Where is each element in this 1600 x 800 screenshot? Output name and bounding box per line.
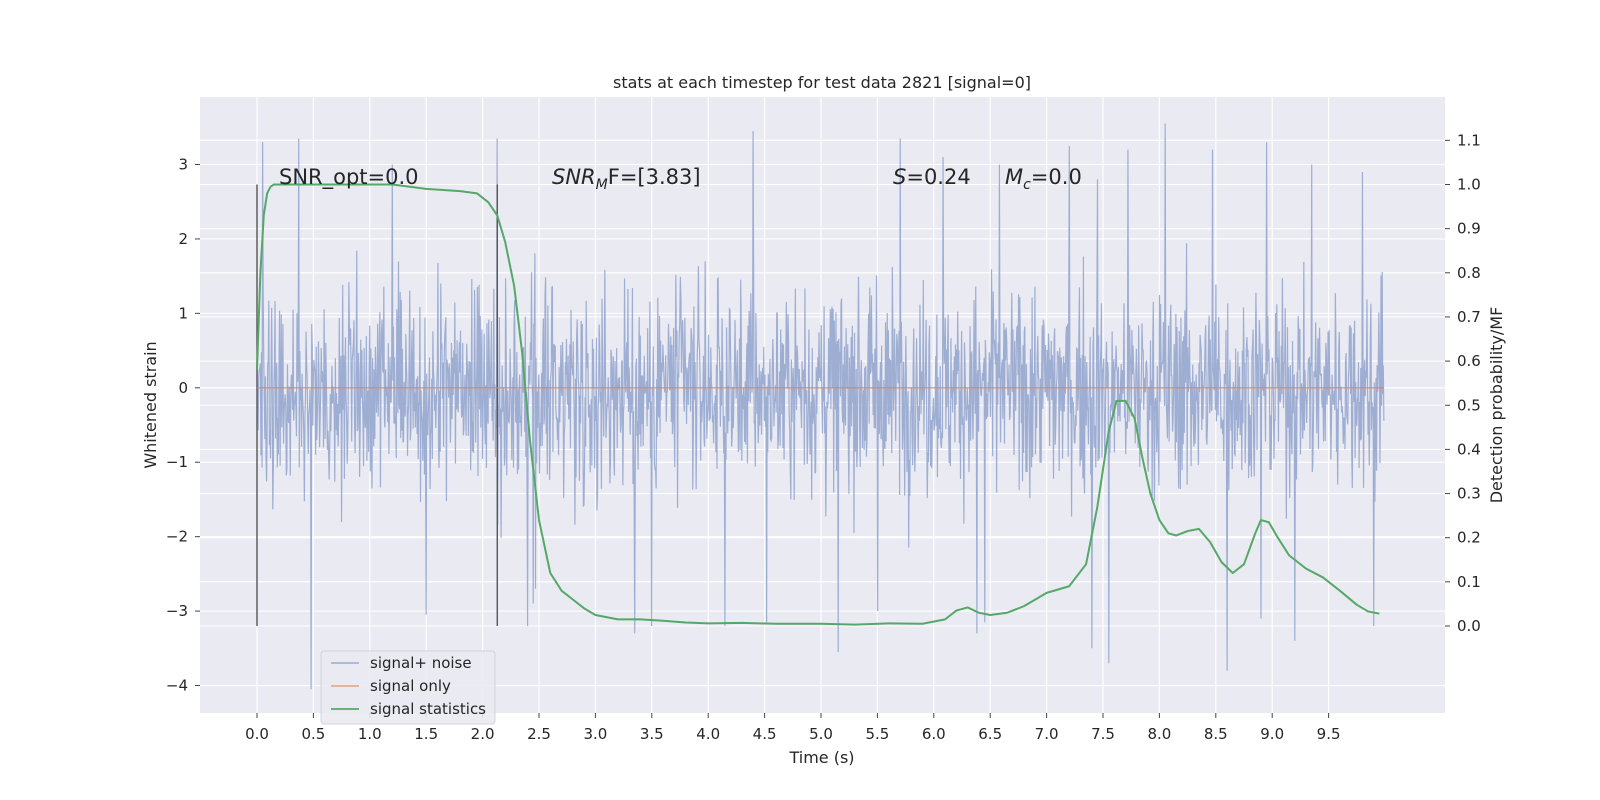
legend-label-signal-only: signal only xyxy=(370,677,451,695)
x-tick-label: 9.0 xyxy=(1260,725,1284,743)
x-tick-label: 5.0 xyxy=(809,725,833,743)
x-tick-labels: 0.0 0.5 1.0 1.5 2.0 2.5 3.0 3.5 4.0 4.5 5.0 5.5 6.0 6… xyxy=(245,713,1341,743)
annotation-snr-opt: SNR_opt=0.0 xyxy=(279,165,419,190)
y-tick-label: −1 xyxy=(166,453,188,471)
y-right-tick-label: 1.1 xyxy=(1457,131,1481,149)
x-tick-label: 2.5 xyxy=(527,725,551,743)
y-tick-label: −3 xyxy=(166,602,188,620)
annotation-snr-mf: SNRMF=[3.83] xyxy=(552,165,701,193)
x-tick-label: 4.0 xyxy=(696,725,720,743)
y-right-tick-label: 0.9 xyxy=(1457,220,1481,238)
y-tick-label: 1 xyxy=(178,304,188,322)
x-tick-label: 3.5 xyxy=(640,725,664,743)
x-tick-label: 7.0 xyxy=(1035,725,1059,743)
x-tick-label: 8.0 xyxy=(1147,725,1171,743)
x-axis-label: Time (s) xyxy=(788,748,854,767)
y-axis-label: Whitened strain xyxy=(141,341,160,468)
y-right-tick-label: 0.6 xyxy=(1457,352,1481,370)
x-tick-label: 6.0 xyxy=(922,725,946,743)
y-tick-label: 3 xyxy=(178,156,188,174)
y-right-tick-label: 0.2 xyxy=(1457,529,1481,547)
x-tick-label: 7.5 xyxy=(1091,725,1115,743)
x-tick-label: 2.0 xyxy=(471,725,495,743)
y-right-tick-labels: 1.1 1.0 0.9 0.8 0.7 0.6 0.5 0.4 0.3 0.2 0.1 0.0 xyxy=(1445,131,1481,635)
annotation-mc: Mc=0.0 xyxy=(1005,165,1082,193)
x-tick-label: 0.5 xyxy=(301,725,325,743)
x-tick-label: 8.5 xyxy=(1204,725,1228,743)
noise-line xyxy=(256,123,1385,690)
y-right-tick-label: 0.1 xyxy=(1457,573,1481,591)
legend: signal+ noise signal only signal statist… xyxy=(320,650,496,725)
y-tick-label: −4 xyxy=(166,677,188,695)
vertical-markers xyxy=(256,184,498,626)
y-tick-label: −2 xyxy=(166,528,188,546)
y-tick-labels: 3 2 1 0 −1 −2 −3 −4 xyxy=(166,156,200,695)
y-tick-label: 0 xyxy=(178,379,188,397)
y-right-axis-label: Detection probability/MF xyxy=(1487,307,1506,504)
legend-box xyxy=(320,650,496,725)
y-right-tick-label: 0.0 xyxy=(1457,617,1481,635)
x-tick-label: 1.5 xyxy=(414,725,438,743)
y-tick-label: 2 xyxy=(178,230,188,248)
x-tick-label: 0.0 xyxy=(245,725,269,743)
y-right-tick-label: 1.0 xyxy=(1457,176,1481,194)
x-tick-label: 3.0 xyxy=(583,725,607,743)
annotation-s: S=0.24 xyxy=(893,165,971,189)
y-right-tick-label: 0.5 xyxy=(1457,396,1481,414)
x-tick-label: 6.5 xyxy=(978,725,1002,743)
x-tick-label: 4.5 xyxy=(753,725,777,743)
y-right-tick-label: 0.7 xyxy=(1457,308,1481,326)
x-tick-label: 1.0 xyxy=(358,725,382,743)
y-right-tick-label: 0.8 xyxy=(1457,264,1481,282)
x-tick-label: 9.5 xyxy=(1317,725,1341,743)
x-tick-label: 5.5 xyxy=(865,725,889,743)
y-right-tick-label: 0.3 xyxy=(1457,485,1481,503)
legend-label-statistics: signal statistics xyxy=(370,700,486,718)
signal-noise-series xyxy=(256,123,1385,690)
statistics-line xyxy=(256,183,1380,626)
chart-title: stats at each timestep for test data 282… xyxy=(613,73,1031,92)
legend-label-noise: signal+ noise xyxy=(370,654,472,672)
y-right-tick-label: 0.4 xyxy=(1457,440,1481,458)
signal-statistics-series xyxy=(256,183,1380,626)
